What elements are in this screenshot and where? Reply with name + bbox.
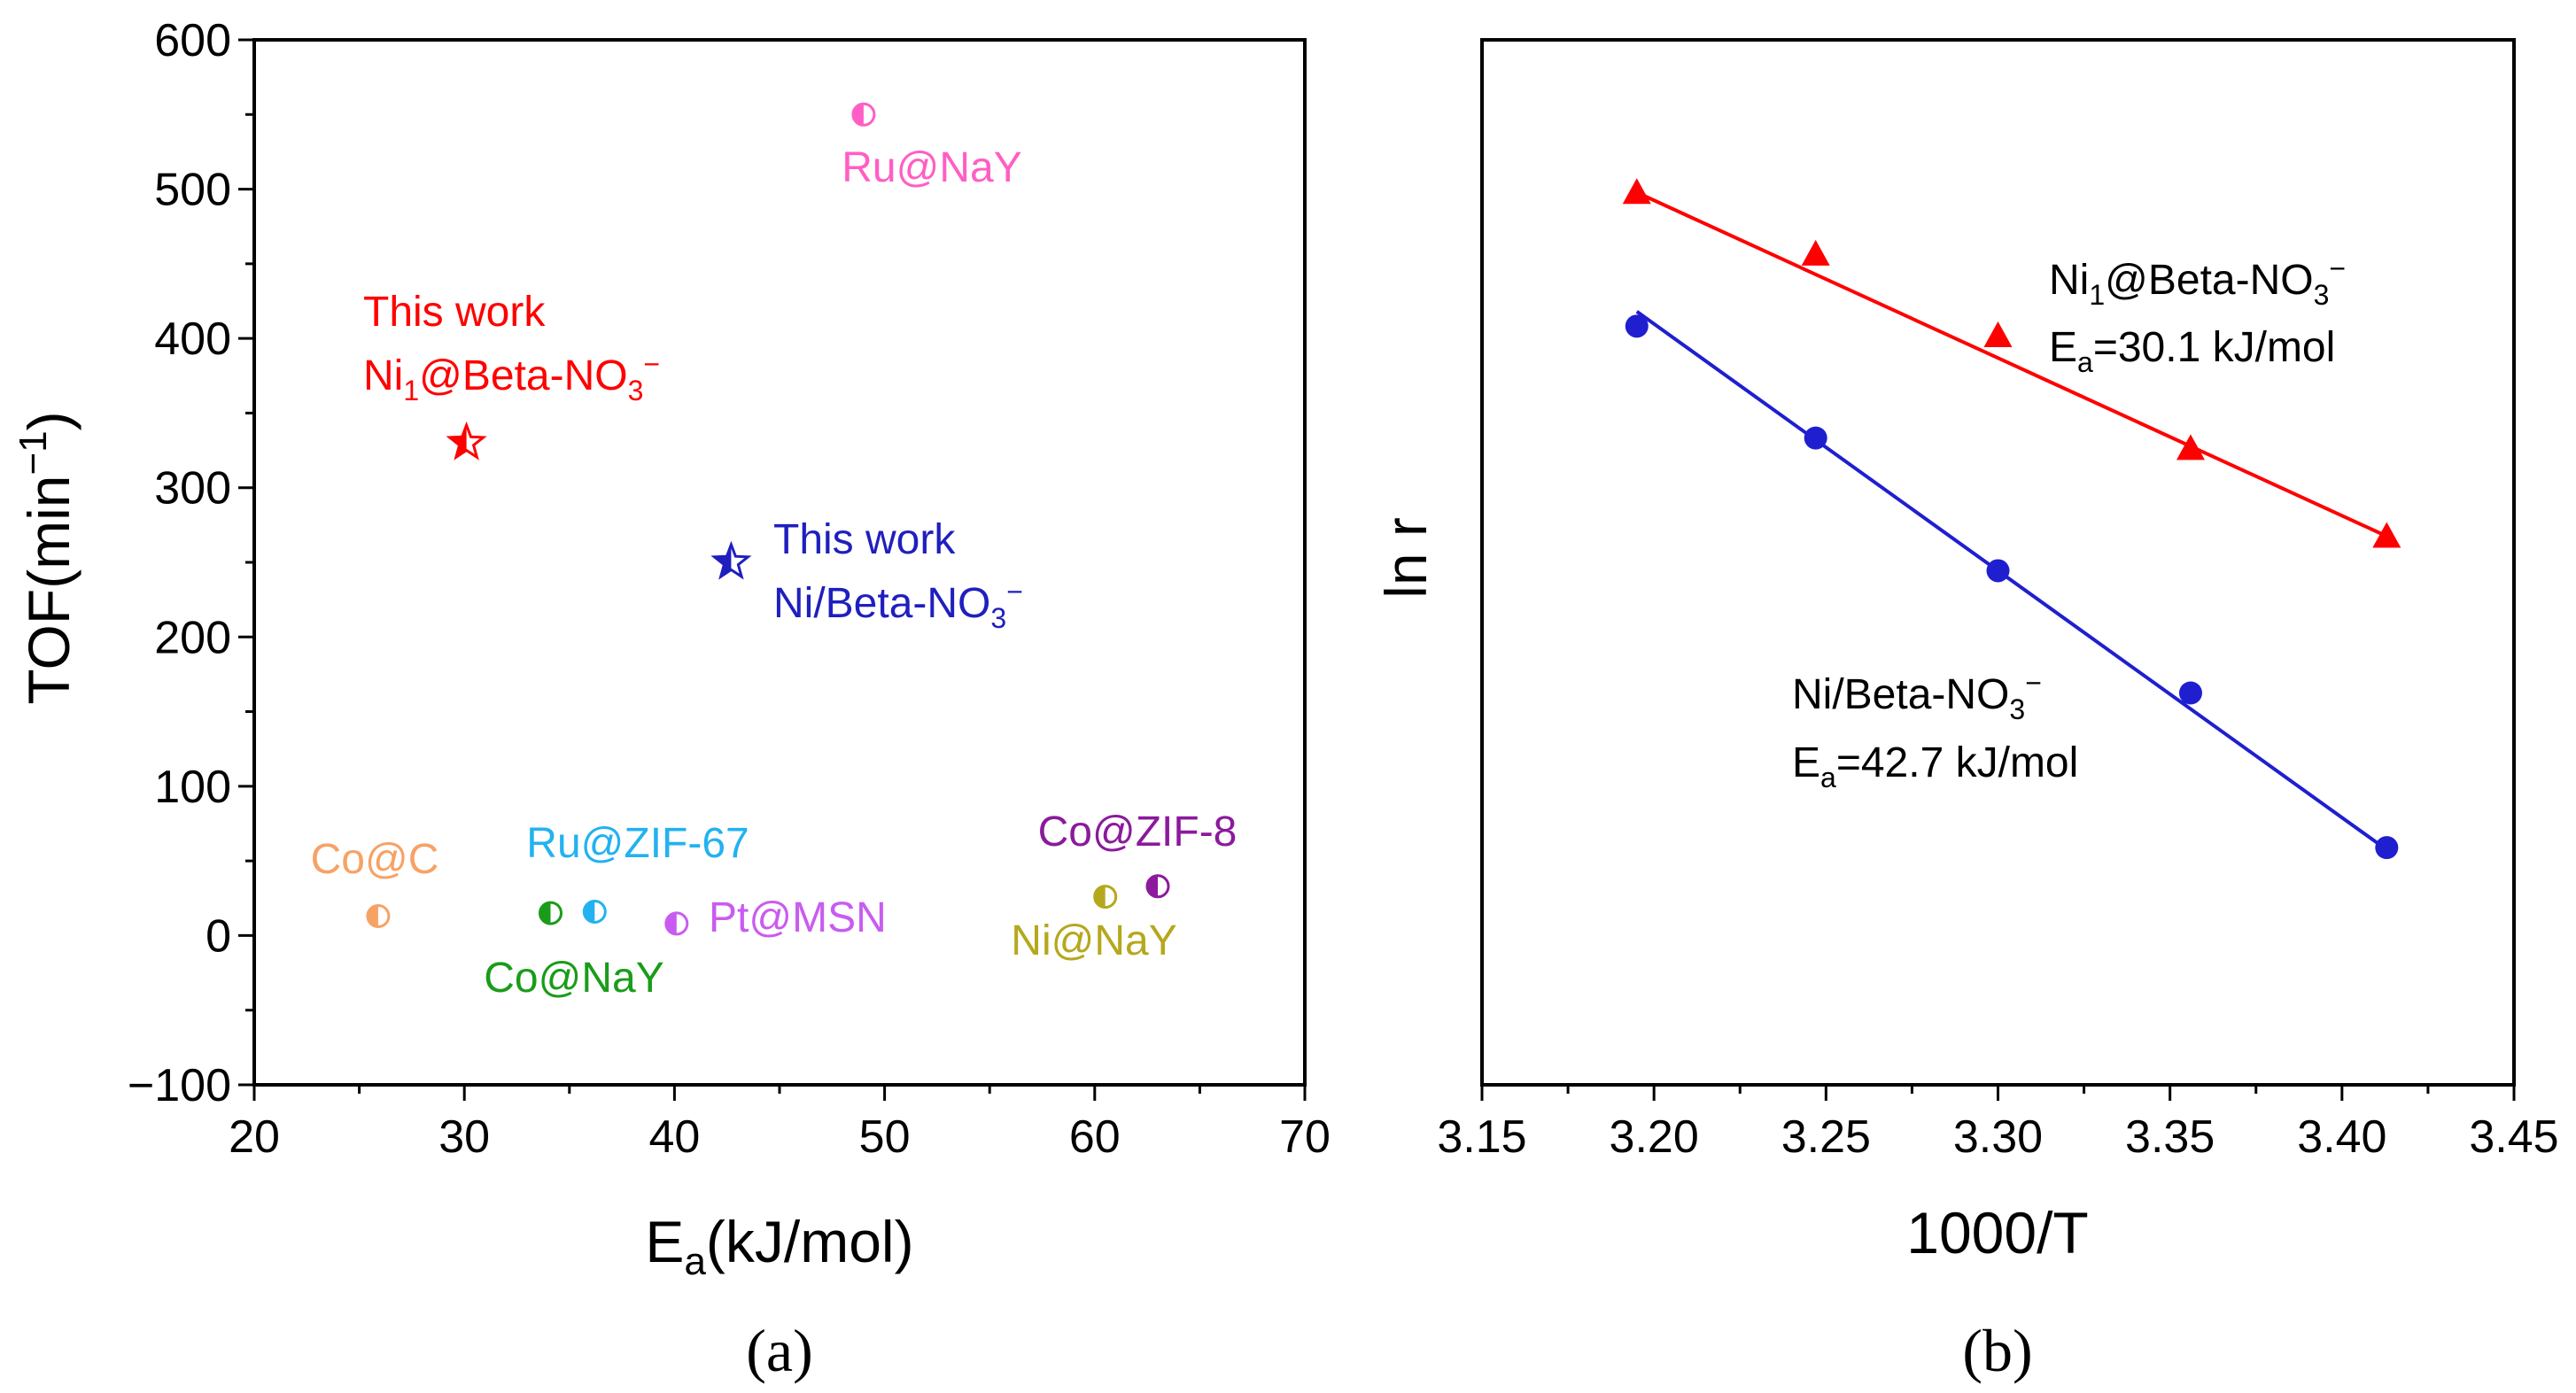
fit-line-ni (1635, 310, 2388, 852)
a-xtick-label: 30 (438, 1111, 490, 1163)
b-xtick-label: 3.30 (1953, 1111, 2043, 1163)
data-point-ni1 (1622, 178, 1651, 205)
label-ni-series: Ni/Beta-NO3− (1792, 667, 2042, 725)
data-point-ni (1625, 314, 1649, 338)
b-xtick-label: 3.20 (1610, 1111, 1699, 1163)
b-xtick-label: 3.45 (2469, 1111, 2558, 1163)
a-ytick-label: 600 (154, 15, 231, 66)
point-ni-beta-no3- (710, 540, 752, 580)
label-co-nay: Co@NaY (484, 955, 663, 1002)
label-ru-nay: Ru@NaY (842, 144, 1021, 191)
label-ni1-ea: Ea=30.1 kJ/mol (2049, 324, 2335, 378)
point-co-c (366, 904, 391, 928)
a-ytick-label: 300 (154, 463, 231, 515)
data-point-ni1 (1801, 239, 1830, 266)
label-co-zif8: Co@ZIF-8 (1038, 809, 1238, 855)
panel-b-xlabel: 1000/T (1906, 1200, 2088, 1265)
label-this-work-ni1: This work (363, 289, 546, 336)
data-point-ni1 (1983, 321, 2013, 347)
data-point-ni1 (2176, 434, 2205, 460)
a-ytick-label: 500 (154, 165, 231, 216)
label-ni1-series: Ni1@Beta-NO3− (2049, 252, 2346, 311)
fit-line-ni1 (1635, 190, 2388, 538)
a-ytick-label: 400 (154, 313, 231, 365)
a-xtick-label: 40 (648, 1111, 700, 1163)
a-xtick-label: 60 (1069, 1111, 1121, 1163)
panel-b-ylabel: ln r (1373, 517, 1439, 599)
b-xtick-label: 3.40 (2297, 1111, 2386, 1163)
label-ni-beta-no3: Ni/Beta-NO3− (773, 576, 1023, 634)
a-ytick-label: 100 (154, 762, 231, 813)
label-ni-ea: Ea=42.7 kJ/mol (1792, 739, 2078, 793)
point-co-nay (539, 901, 563, 925)
point-ru-zif-67 (582, 900, 607, 924)
point-ni-nay (1093, 885, 1118, 909)
label-ni-nay: Ni@NaY (1011, 917, 1176, 964)
point-co-zif-8 (1145, 874, 1170, 899)
panel-a-ylabel: TOF(min−1) (12, 411, 81, 704)
panel-a-xlabel: Ea(kJ/mol) (645, 1209, 913, 1283)
panel-b-label: (b) (1962, 1317, 2032, 1384)
a-ytick-label: 200 (154, 612, 231, 663)
label-this-work-ni: This work (773, 516, 956, 563)
panel-a-chart: 20 30 40 50 60 70 −100 0 100 200 300 400 500 600 Ea(k… (12, 15, 1331, 1384)
point-pt-msn (664, 911, 689, 936)
point-ni1-beta-no3- (446, 421, 487, 460)
data-point-ni (1986, 559, 2010, 583)
data-point-ni (2375, 836, 2399, 860)
data-point-ni1 (2372, 522, 2401, 548)
data-point-ni (1804, 426, 1827, 450)
a-xtick-label: 20 (229, 1111, 280, 1163)
panel-a-label: (a) (746, 1317, 812, 1384)
b-xtick-label: 3.35 (2125, 1111, 2215, 1163)
a-ytick-label: −100 (128, 1060, 231, 1111)
b-xtick-label: 3.25 (1781, 1111, 1871, 1163)
a-xtick-label: 70 (1279, 1111, 1331, 1163)
label-ni1-beta-no3: Ni1@Beta-NO3− (363, 348, 660, 406)
label-co-c: Co@C (311, 836, 439, 883)
data-point-ni (2178, 681, 2202, 705)
a-ytick-label: 0 (206, 910, 231, 962)
point-ru-nay (851, 102, 876, 127)
b-xtick-label: 3.15 (1437, 1111, 1526, 1163)
panel-b-chart: 3.15 3.20 3.25 3.30 3.35 3.40 3.45 1000/T ln r… (1373, 38, 2559, 1384)
label-pt-msn: Pt@MSN (709, 894, 887, 941)
a-xtick-label: 50 (859, 1111, 911, 1163)
label-ru-zif67: Ru@ZIF-67 (526, 820, 749, 867)
